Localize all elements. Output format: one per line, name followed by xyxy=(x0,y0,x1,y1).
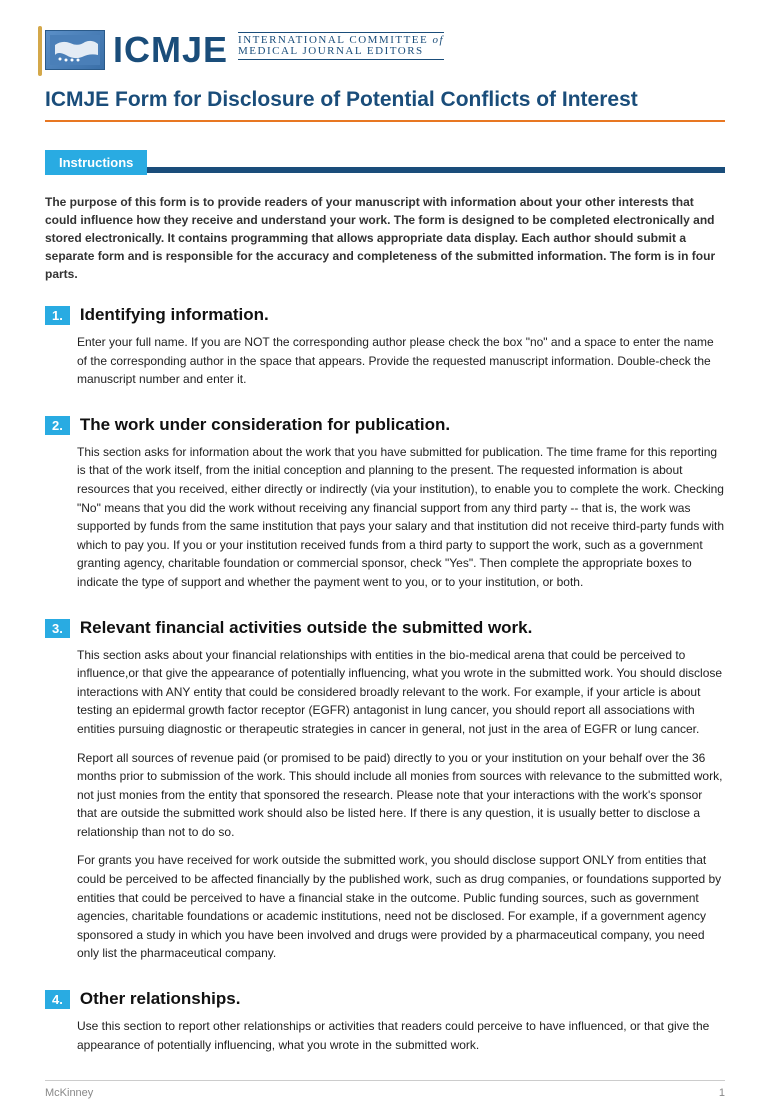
section-title: Relevant financial activities outside th… xyxy=(80,618,533,638)
logo-globe-icon xyxy=(45,30,105,70)
section-number-badge: 1. xyxy=(45,306,70,325)
section-body: This section asks about your financial r… xyxy=(77,646,725,964)
section-header: 3. Relevant financial activities outside … xyxy=(45,618,725,638)
footer-page-number: 1 xyxy=(719,1087,725,1099)
section-body: Use this section to report other relatio… xyxy=(77,1017,725,1054)
section-body: This section asks for information about … xyxy=(77,443,725,592)
section-header: 2. The work under consideration for publi… xyxy=(45,415,725,435)
logo-acronym: ICMJE xyxy=(113,32,228,68)
section-body: Enter your full name. If you are NOT the… xyxy=(77,333,725,389)
section-paragraph: Enter your full name. If you are NOT the… xyxy=(77,333,725,389)
section-header: 1. Identifying information. xyxy=(45,305,725,325)
section-title: Identifying information. xyxy=(80,305,269,325)
logo-area: ICMJE INTERNATIONAL COMMITTEE of MEDICAL… xyxy=(45,30,725,70)
section-paragraph: This section asks about your financial r… xyxy=(77,646,725,739)
section-paragraph: This section asks for information about … xyxy=(77,443,725,592)
page-title: ICMJE Form for Disclosure of Potential C… xyxy=(45,88,725,122)
instructions-rule xyxy=(147,167,725,173)
logo-subtitle: INTERNATIONAL COMMITTEE of MEDICAL JOURN… xyxy=(238,32,444,60)
instructions-bar: Instructions xyxy=(45,150,725,175)
footer-author: McKinney xyxy=(45,1087,93,1099)
section-number-badge: 4. xyxy=(45,990,70,1009)
intro-text: The purpose of this form is to provide r… xyxy=(45,193,725,283)
section-1: 1. Identifying information. Enter your ful… xyxy=(45,305,725,389)
section-4: 4. Other relationships. Use this section t… xyxy=(45,989,725,1054)
section-title: The work under consideration for publica… xyxy=(80,415,450,435)
section-header: 4. Other relationships. xyxy=(45,989,725,1009)
section-paragraph: For grants you have received for work ou… xyxy=(77,851,725,963)
logo-text: ICMJE INTERNATIONAL COMMITTEE of MEDICAL… xyxy=(113,32,444,68)
section-number-badge: 3. xyxy=(45,619,70,638)
section-paragraph: Report all sources of revenue paid (or p… xyxy=(77,749,725,842)
section-paragraph: Use this section to report other relatio… xyxy=(77,1017,725,1054)
footer: McKinney 1 xyxy=(45,1080,725,1099)
instructions-tab: Instructions xyxy=(45,150,147,175)
section-2: 2. The work under consideration for publi… xyxy=(45,415,725,592)
section-number-badge: 2. xyxy=(45,416,70,435)
section-title: Other relationships. xyxy=(80,989,241,1009)
section-3: 3. Relevant financial activities outside … xyxy=(45,618,725,964)
